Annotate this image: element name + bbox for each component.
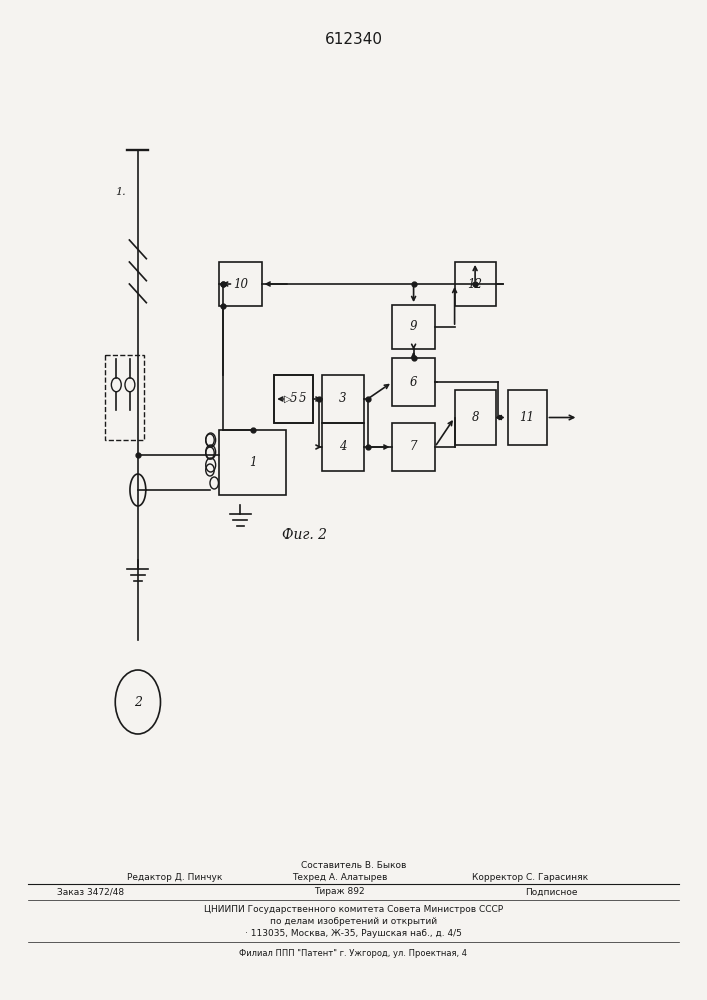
Text: 4: 4 (339, 440, 346, 454)
Bar (219, 262, 262, 306)
Text: ▷: ▷ (284, 394, 292, 404)
Text: Заказ 3472/48: Заказ 3472/48 (57, 888, 124, 896)
Text: Корректор С. Гарасиняк: Корректор С. Гарасиняк (472, 872, 588, 882)
Bar (219, 430, 286, 495)
Bar (392, 305, 435, 349)
Text: 5: 5 (290, 392, 298, 406)
Bar (392, 423, 435, 471)
Bar (274, 375, 313, 423)
Text: Техред А. Алатырев: Техред А. Алатырев (292, 872, 387, 882)
Text: Филиал ППП "Патент" г. Ужгород, ул. Проектная, 4: Филиал ППП "Патент" г. Ужгород, ул. Прое… (240, 950, 467, 958)
Text: 2: 2 (134, 696, 142, 709)
Bar (322, 375, 364, 423)
Text: 1.: 1. (115, 187, 126, 197)
Text: Составитель В. Быков: Составитель В. Быков (300, 860, 407, 869)
Text: 6: 6 (410, 375, 417, 388)
Text: Подписное: Подписное (525, 888, 578, 896)
Text: 12: 12 (467, 277, 483, 290)
Text: 7: 7 (410, 440, 417, 454)
Text: · 113035, Москва, Ж-35, Раушская наб., д. 4/5: · 113035, Москва, Ж-35, Раушская наб., д… (245, 928, 462, 938)
Bar (508, 390, 547, 445)
Text: 8: 8 (472, 411, 479, 424)
Text: Тираж 892: Тираж 892 (314, 888, 365, 896)
Text: Фиг. 2: Фиг. 2 (281, 528, 327, 542)
Text: 1: 1 (249, 456, 257, 469)
Bar (455, 262, 496, 306)
Bar (322, 423, 364, 471)
Text: 5: 5 (298, 392, 306, 406)
Bar (105, 355, 144, 440)
Text: Редактор Д. Пинчук: Редактор Д. Пинчук (127, 872, 223, 882)
Text: 11: 11 (520, 411, 534, 424)
Bar (274, 375, 313, 423)
Text: 10: 10 (233, 277, 248, 290)
Bar (455, 390, 496, 445)
Text: ЦНИИПИ Государственного комитета Совета Министров СССР: ЦНИИПИ Государственного комитета Совета … (204, 906, 503, 914)
Text: 9: 9 (410, 320, 417, 334)
Text: по делам изобретений и открытий: по делам изобретений и открытий (270, 918, 437, 926)
Text: 3: 3 (339, 392, 346, 406)
Bar (392, 358, 435, 406)
Text: 612340: 612340 (325, 32, 382, 47)
